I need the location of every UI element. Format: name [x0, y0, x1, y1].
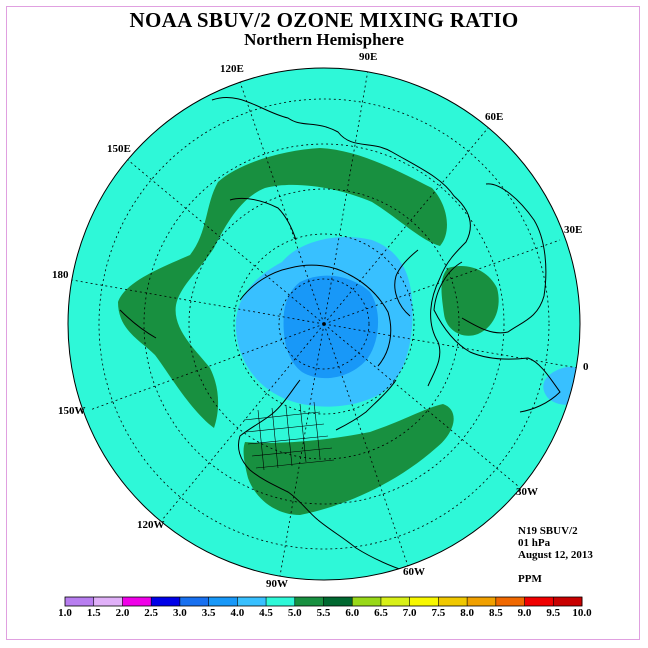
colorbar-tick-label: 7.5	[431, 607, 446, 619]
coastlines	[119, 96, 561, 573]
lon-label-30e: 30E	[564, 224, 583, 236]
ozone-high-band-atlantic	[243, 404, 454, 515]
meridian-lines	[71, 69, 579, 577]
map-title: NOAA SBUV/2 OZONE MIXING RATIO	[129, 8, 519, 32]
colorbar-swatch	[122, 597, 152, 606]
map-boundary	[67, 67, 581, 581]
lon-label-30w: 30W	[516, 486, 538, 498]
colorbar-tick-label: 5.5	[316, 607, 331, 619]
ozone-high-band-europe	[441, 266, 499, 336]
colorbar-tick-label: 10.0	[572, 607, 592, 619]
colorbar-tick-label: 8.5	[488, 607, 503, 619]
lon-label-90e: 90E	[359, 51, 378, 63]
colorbar-swatch	[208, 597, 238, 606]
lon-label-120w: 120W	[137, 519, 165, 531]
colorbar-swatch	[467, 597, 497, 606]
colorbar-tick-label: 8.0	[460, 607, 474, 619]
colorbar-swatch	[237, 597, 267, 606]
colorbar-swatch	[352, 597, 382, 606]
colorbar-tick-label: 1.5	[86, 607, 101, 619]
info-instrument: N19 SBUV/2	[518, 525, 578, 537]
colorbar-tick-label: 9.5	[546, 607, 561, 619]
figure-frame	[6, 6, 640, 640]
lon-label-120e: 120E	[220, 63, 244, 75]
colorbar-tick-label: 1.0	[58, 607, 72, 619]
colorbar-tick-label: 2.5	[144, 607, 159, 619]
lon-label-180: 180	[52, 269, 69, 281]
colorbar-tick-label: 3.5	[201, 607, 216, 619]
lon-label-150w: 150W	[58, 405, 86, 417]
colorbar-swatch	[65, 597, 95, 606]
colorbar-tick-label: 6.0	[345, 607, 360, 619]
colorbar-tick-label: 2.0	[115, 607, 130, 619]
ozone-low-inner	[283, 275, 379, 379]
colorbar-tick-label: 6.5	[374, 607, 388, 619]
colorbar	[64, 596, 583, 607]
colorbar-swatch	[266, 597, 296, 606]
us-state-lines	[243, 401, 335, 471]
colorbar-swatch	[93, 597, 123, 606]
colorbar-swatch	[553, 597, 583, 606]
lon-label-60w: 60W	[403, 566, 425, 578]
colorbar-swatch	[438, 597, 468, 606]
colorbar-tick-label: 7.0	[402, 607, 417, 619]
lon-label-90w: 90W	[266, 578, 288, 590]
colorbar-swatch	[409, 597, 439, 606]
ozone-high-band-pacific	[118, 148, 447, 428]
lon-label-0: 0	[583, 361, 589, 373]
colorbar-tick-label: 3.0	[173, 607, 187, 619]
lon-label-150e: 150E	[107, 143, 131, 155]
info-date: August 12, 2013	[518, 549, 593, 561]
info-level: 01 hPa	[518, 537, 551, 549]
colorbar-tick-label: 4.5	[259, 607, 273, 619]
map-subtitle: Northern Hemisphere	[244, 30, 404, 49]
colorbar-tick-label: 9.0	[517, 607, 532, 619]
colorbar-swatch	[380, 597, 411, 606]
lon-label-60e: 60E	[485, 111, 504, 123]
info-units: PPM	[518, 573, 542, 585]
colorbar-swatch	[294, 597, 324, 606]
colorbar-swatch	[524, 597, 554, 606]
colorbar-swatch	[323, 597, 353, 606]
colorbar-swatch	[151, 597, 181, 606]
colorbar-tick-label: 4.0	[230, 607, 245, 619]
colorbar-swatch	[179, 597, 210, 606]
colorbar-tick-label: 5.0	[287, 607, 302, 619]
colorbar-swatch	[495, 597, 526, 606]
latitude-circles	[98, 98, 550, 550]
